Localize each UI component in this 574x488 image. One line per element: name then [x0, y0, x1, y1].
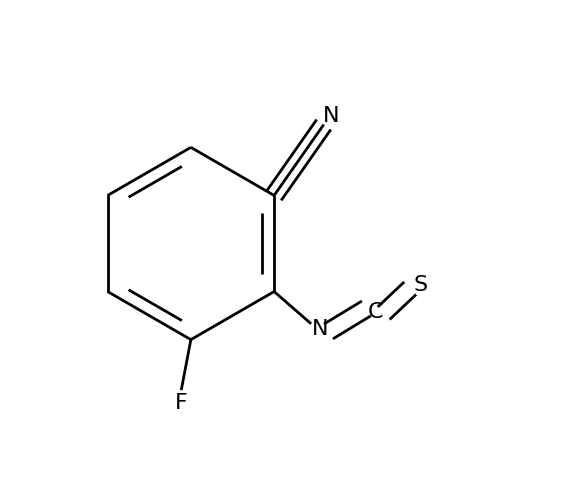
Text: C: C	[367, 301, 383, 321]
Text: N: N	[312, 318, 328, 338]
Text: S: S	[414, 275, 428, 295]
Text: N: N	[323, 105, 339, 125]
Text: F: F	[175, 392, 188, 412]
